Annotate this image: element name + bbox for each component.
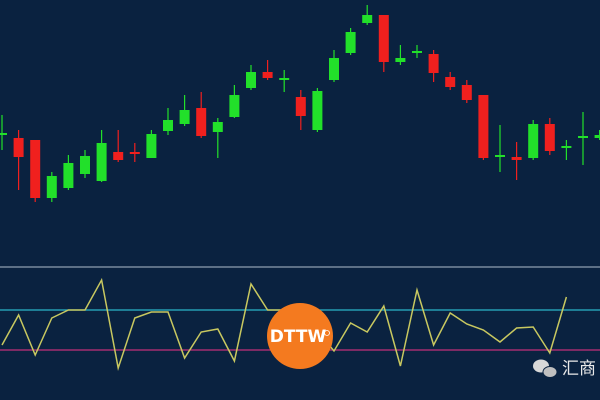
candle-body <box>578 136 588 138</box>
candle-body <box>80 156 90 174</box>
candle-body <box>129 152 140 154</box>
candle-body <box>0 133 7 135</box>
candle-body <box>461 85 472 100</box>
candle-body <box>30 140 41 198</box>
candle-body <box>163 120 173 131</box>
candle-body <box>246 72 256 88</box>
logo: DTTW <box>267 303 333 369</box>
candle-body <box>528 124 539 158</box>
candle-body <box>113 152 124 160</box>
candle-body <box>262 72 273 78</box>
watermark-icon <box>542 366 558 378</box>
candle-body <box>594 135 600 138</box>
candle-body <box>478 95 489 158</box>
candle-body <box>46 176 57 198</box>
candle-body <box>362 15 373 23</box>
candle-body <box>329 58 339 80</box>
watermark: 汇商 <box>533 359 596 379</box>
candle-body <box>544 124 555 151</box>
candle-body <box>63 163 74 188</box>
candle-body <box>196 108 207 136</box>
candle-body <box>146 134 157 158</box>
candle-body <box>96 143 107 181</box>
candle-body <box>279 78 290 80</box>
candle-body <box>295 97 306 116</box>
candle-body <box>312 91 323 130</box>
candle-body <box>378 15 389 62</box>
candle-body <box>395 58 406 62</box>
candle-body <box>212 122 223 132</box>
candle-body <box>229 95 240 117</box>
logo-registered <box>324 330 330 336</box>
candle-body <box>445 77 456 87</box>
candle-body <box>561 146 572 148</box>
logo-text: DTTW <box>270 327 327 347</box>
candle-body <box>428 54 439 73</box>
logo-circle <box>267 303 333 369</box>
watermark-text: 汇商 <box>562 359 596 379</box>
candle-body <box>412 51 422 53</box>
candle-body <box>179 110 190 124</box>
candle-body <box>345 32 356 53</box>
candle-body <box>13 138 24 157</box>
candle-body <box>511 157 522 160</box>
candle-body <box>495 155 505 157</box>
